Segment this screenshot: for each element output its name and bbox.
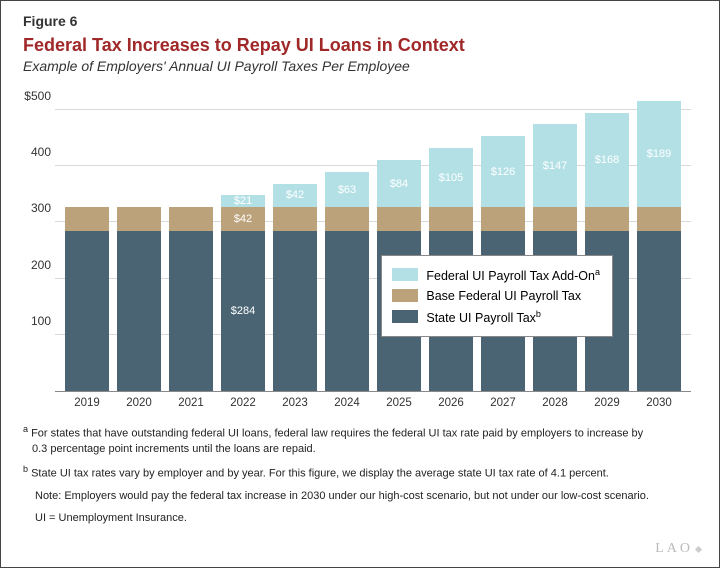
legend-swatch: [392, 310, 418, 323]
bar-segment-addon: $63: [325, 172, 369, 208]
legend-item: Federal UI Payroll Tax Add-Ona: [392, 264, 600, 286]
x-axis-label: 2029: [585, 397, 629, 409]
bar-column: [169, 207, 213, 391]
bar-value-label: $84: [390, 178, 408, 190]
bar-segment-base: [429, 207, 473, 231]
bar-segment-addon: $189: [637, 101, 681, 208]
x-axis-label: 2024: [325, 397, 369, 409]
bar-segment-addon: $21: [221, 195, 265, 207]
chart-area: $284$42$21$42$63$84$105$126$147$168$189 …: [55, 82, 691, 409]
legend-label: Federal UI Payroll Tax Add-Ona: [426, 267, 600, 283]
bar-column: $284 $42 $21: [221, 195, 265, 391]
bar-value-label: $21: [234, 195, 252, 207]
bar-value-label: $189: [647, 148, 671, 160]
y-axis-label: 300: [19, 201, 51, 215]
legend-label: Base Federal UI Payroll Tax: [426, 289, 581, 303]
x-axis-label: 2025: [377, 397, 421, 409]
bar-segment-base: [481, 207, 525, 231]
legend-label: State UI Payroll Taxb: [426, 309, 541, 325]
bar-segment-base: [273, 207, 317, 231]
bar-segment-state: $284: [221, 231, 265, 391]
bar-value-label: $63: [338, 184, 356, 196]
bar-segment-addon: $42: [273, 184, 317, 208]
bar-value-label: $105: [439, 172, 463, 184]
bar-segment-addon: $168: [585, 113, 629, 208]
bar-segment-base: [117, 207, 161, 231]
bar-value-label: $42: [286, 189, 304, 201]
bar-value-label: $168: [595, 154, 619, 166]
bar-column: [65, 207, 109, 391]
bar-segment-state: [325, 231, 369, 391]
bar-column: $168: [585, 113, 629, 391]
x-axis-label: 2027: [481, 397, 525, 409]
plot-area: $284$42$21$42$63$84$105$126$147$168$189 …: [55, 82, 691, 392]
x-axis-label: 2021: [169, 397, 213, 409]
footnote-a: a For states that have outstanding feder…: [23, 423, 697, 456]
bar-value-label: $147: [543, 160, 567, 172]
bar-segment-state: [273, 231, 317, 391]
bar-segment-addon: $105: [429, 148, 473, 207]
bar-segment-state: [169, 231, 213, 391]
bar-column: $63: [325, 172, 369, 391]
bar-segment-base: $42: [221, 207, 265, 231]
y-axis-label: 100: [19, 314, 51, 328]
bar-value-label: $284: [231, 305, 255, 317]
footnotes: a For states that have outstanding feder…: [23, 423, 697, 526]
x-axis-label: 2019: [65, 397, 109, 409]
legend-swatch: [392, 289, 418, 302]
bar-segment-state: [637, 231, 681, 391]
bar-column: $189: [637, 101, 681, 391]
bar-segment-base: [533, 207, 577, 231]
legend-swatch: [392, 268, 418, 281]
bar-value-label: $42: [234, 213, 252, 225]
x-axis-label: 2023: [273, 397, 317, 409]
bar-segment-base: [65, 207, 109, 231]
bar-segment-addon: $84: [377, 160, 421, 207]
footnote-note: Note: Employers would pay the federal ta…: [23, 489, 697, 504]
bar-segment-addon: $147: [533, 124, 577, 207]
x-axis-label: 2020: [117, 397, 161, 409]
legend-item: Base Federal UI Payroll Tax: [392, 286, 600, 306]
bar-value-label: $126: [491, 166, 515, 178]
footnote-abbrev: UI = Unemployment Insurance.: [23, 511, 697, 526]
bar-segment-base: [325, 207, 369, 231]
bar-segment-base: [377, 207, 421, 231]
x-axis-label: 2030: [637, 397, 681, 409]
bar-segment-state: [65, 231, 109, 391]
y-axis-label: $500: [19, 89, 51, 103]
bar-segment-base: [637, 207, 681, 231]
y-axis-label: 400: [19, 145, 51, 159]
bar-column: $42: [273, 184, 317, 391]
bar-segment-state: [117, 231, 161, 391]
x-axis: 2019 2020 2021 2022 2023 2024 2025 2026 2027 2028…: [55, 392, 691, 409]
x-axis-label: 2028: [533, 397, 577, 409]
bar-column: [117, 207, 161, 391]
bars-container: $284 $42 $21 $42 $63 $84 $105 $126 $147 $168 $189: [55, 82, 691, 391]
legend-box: Federal UI Payroll Tax Add-Ona Base Feder…: [381, 255, 613, 337]
footnote-b: b State UI tax rates vary by employer an…: [23, 463, 697, 482]
figure-container: Figure 6 Federal Tax Increases to Repay …: [0, 0, 720, 568]
bar-segment-base: [169, 207, 213, 231]
x-axis-label: 2026: [429, 397, 473, 409]
x-axis-label: 2022: [221, 397, 265, 409]
legend-item: State UI Payroll Taxb: [392, 306, 600, 328]
figure-number: Figure 6: [23, 13, 697, 29]
chart-title: Federal Tax Increases to Repay UI Loans …: [23, 35, 697, 56]
logo-dot-icon: [695, 545, 702, 552]
y-axis-label: 200: [19, 258, 51, 272]
chart-subtitle: Example of Employers' Annual UI Payroll …: [23, 58, 697, 74]
bar-segment-addon: $126: [481, 136, 525, 207]
lao-logo: LAO: [655, 541, 701, 557]
bar-segment-base: [585, 207, 629, 231]
